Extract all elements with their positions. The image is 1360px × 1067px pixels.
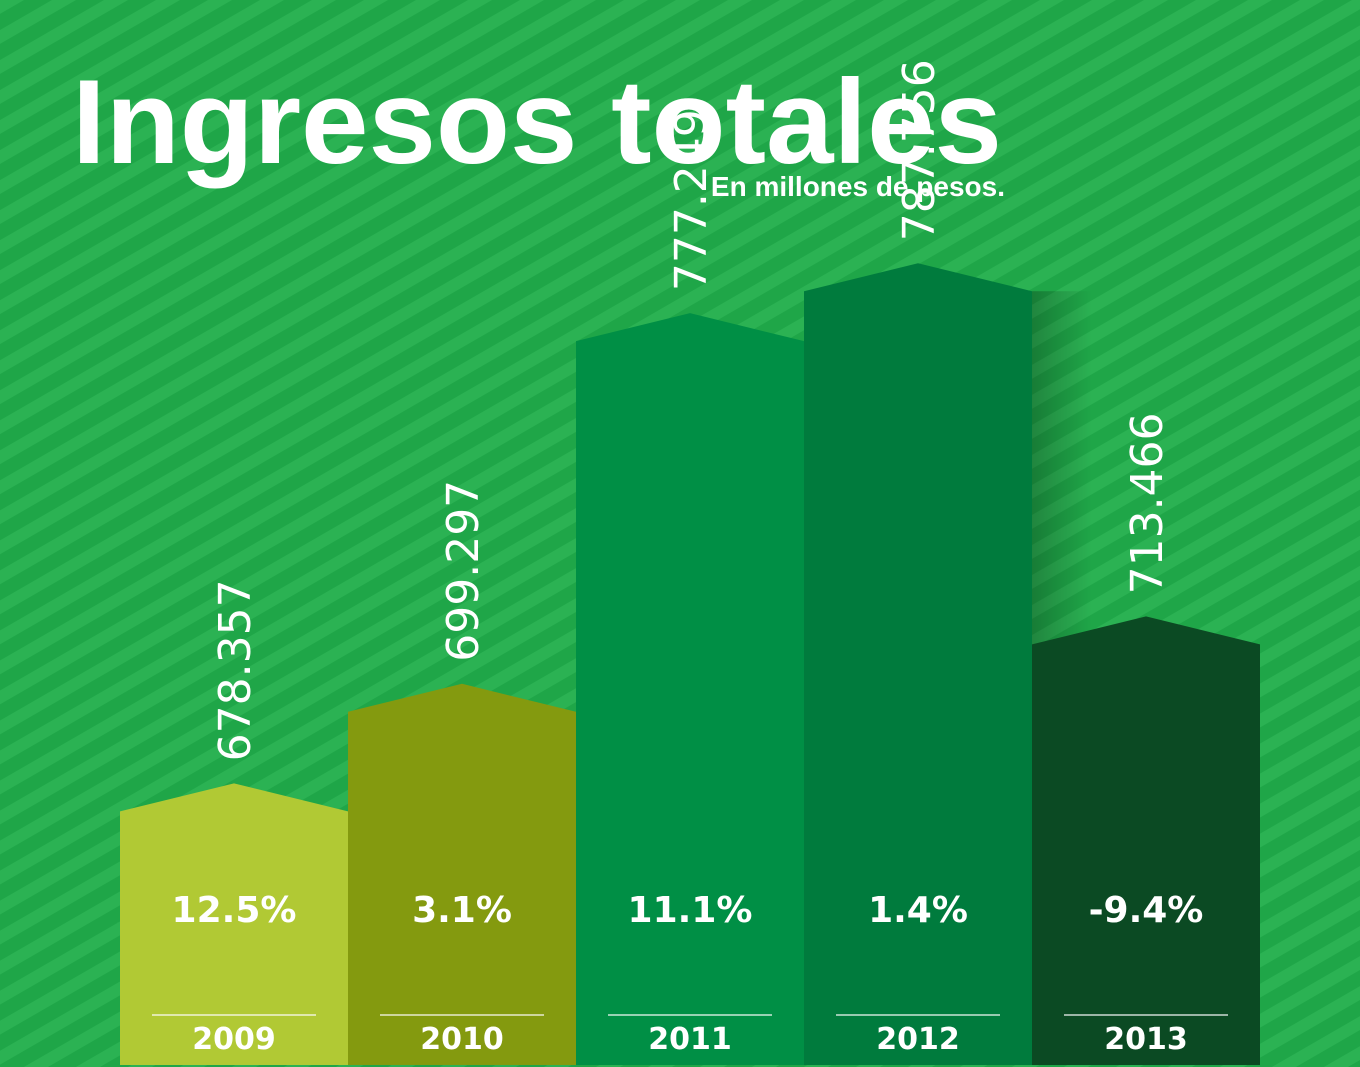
chart-title: Ingresos totales <box>72 55 1002 189</box>
value-label: 787.756 <box>894 59 945 241</box>
chart-subtitle: En millones de pesos. <box>711 171 1005 202</box>
value-label: 699.297 <box>438 480 489 662</box>
value-label: 678.357 <box>210 579 261 761</box>
growth-label: 1.4% <box>868 890 968 931</box>
bar <box>1032 616 1260 1065</box>
growth-label: 11.1% <box>628 890 753 931</box>
bar <box>348 683 576 1065</box>
x-tick-label: 2011 <box>648 1022 732 1057</box>
value-label: 777.249 <box>666 109 717 291</box>
bar <box>804 263 1032 1065</box>
value-label: 713.466 <box>1122 412 1173 594</box>
x-tick-label: 2013 <box>1104 1022 1188 1057</box>
x-tick-label: 2012 <box>876 1022 960 1057</box>
growth-label: 12.5% <box>172 890 297 931</box>
x-tick-label: 2010 <box>420 1022 504 1057</box>
growth-label: 3.1% <box>412 890 512 931</box>
bars: 678.357 12.5% 2009 699.297 3.1% 2010 777.249 11… <box>120 59 1260 1065</box>
bar <box>120 783 348 1065</box>
x-tick-label: 2009 <box>192 1022 276 1057</box>
bar <box>576 313 804 1065</box>
growth-label: -9.4% <box>1089 890 1204 931</box>
